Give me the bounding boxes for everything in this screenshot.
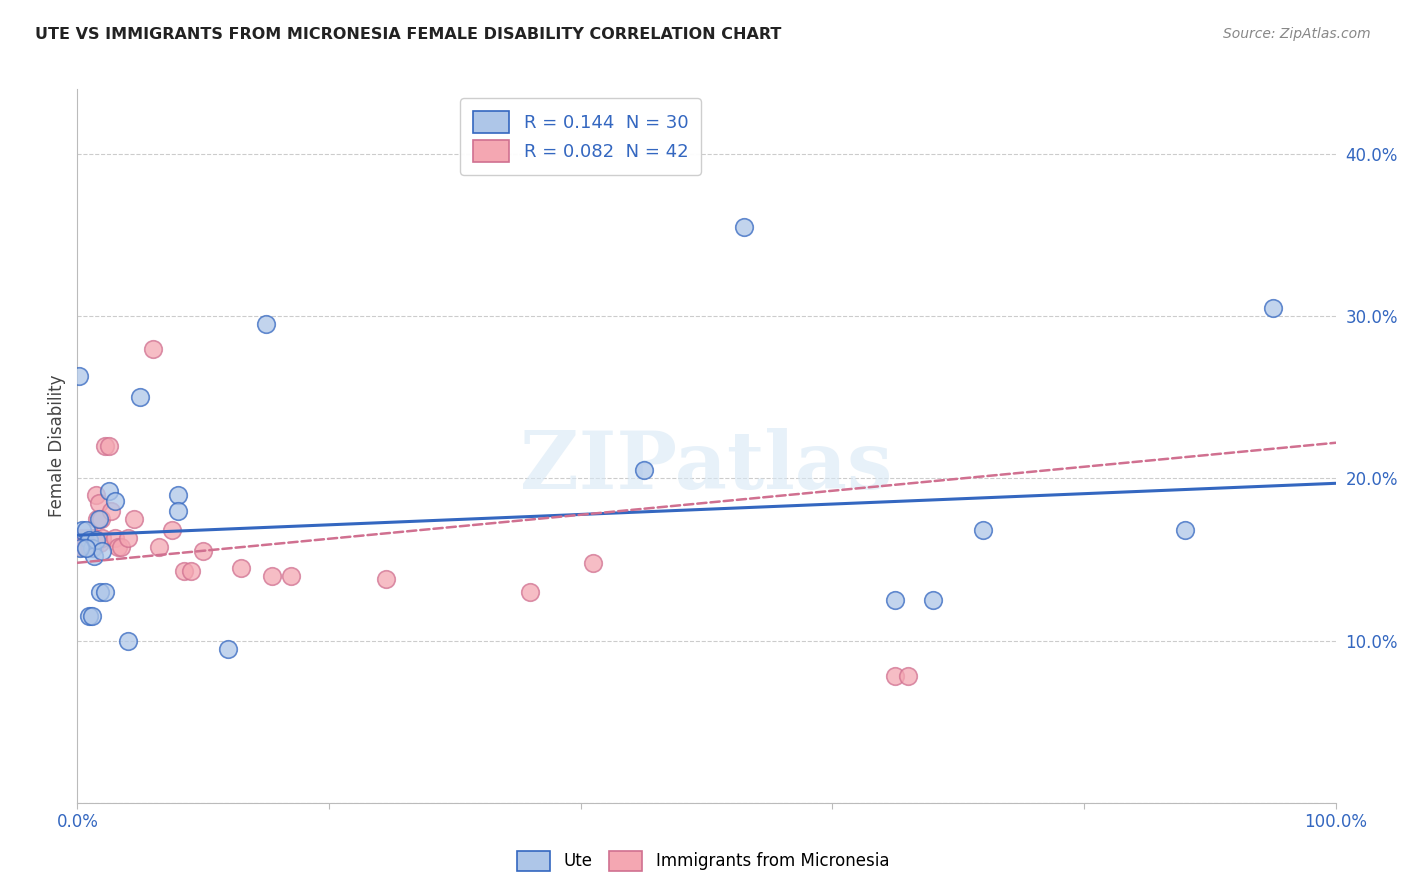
Point: [91, 532, 114, 546]
Point: [884, 593, 907, 607]
Point: [733, 220, 755, 235]
Point: [84, 532, 107, 546]
Point: [89, 585, 111, 599]
Point: [69, 532, 91, 546]
Point: [75, 540, 97, 554]
Point: [79, 540, 101, 554]
Point: [180, 564, 202, 578]
Point: [897, 669, 920, 683]
Point: [104, 532, 127, 546]
Point: [77, 533, 100, 547]
Point: [67, 369, 90, 384]
Point: [262, 568, 284, 582]
Point: [97, 484, 120, 499]
Point: [129, 390, 152, 404]
Point: [100, 504, 122, 518]
Point: [1261, 301, 1284, 315]
Point: [97, 439, 120, 453]
Point: [217, 641, 239, 656]
Point: [70, 540, 93, 554]
Y-axis label: Female Disability: Female Disability: [48, 375, 66, 517]
Point: [167, 504, 190, 518]
Point: [191, 544, 215, 558]
Point: [72, 540, 94, 554]
Point: [160, 524, 183, 538]
Point: [83, 549, 105, 564]
Point: [82, 532, 104, 546]
Point: [374, 572, 396, 586]
Point: [1174, 524, 1197, 538]
Point: [148, 540, 170, 554]
Point: [75, 541, 97, 556]
Point: [229, 560, 252, 574]
Point: [89, 536, 111, 550]
Point: [94, 585, 117, 599]
Point: [122, 512, 145, 526]
Point: [922, 593, 945, 607]
Point: [84, 488, 107, 502]
Text: UTE VS IMMIGRANTS FROM MICRONESIA FEMALE DISABILITY CORRELATION CHART: UTE VS IMMIGRANTS FROM MICRONESIA FEMALE…: [35, 27, 782, 42]
Point: [76, 532, 98, 546]
Point: [69, 541, 91, 556]
Point: [75, 524, 97, 538]
Point: [67, 532, 90, 546]
Point: [519, 585, 541, 599]
Point: [94, 439, 117, 453]
Point: [280, 568, 302, 582]
Point: [117, 633, 139, 648]
Text: ZIPatlas: ZIPatlas: [520, 428, 893, 507]
Point: [83, 540, 105, 554]
Point: [142, 342, 165, 356]
Legend: R = 0.144  N = 30, R = 0.082  N = 42: R = 0.144 N = 30, R = 0.082 N = 42: [460, 98, 702, 175]
Point: [254, 318, 277, 332]
Point: [82, 541, 104, 556]
Point: [87, 512, 110, 526]
Point: [173, 564, 195, 578]
Point: [84, 533, 107, 547]
Point: [110, 540, 132, 554]
Point: [91, 544, 114, 558]
Text: Source: ZipAtlas.com: Source: ZipAtlas.com: [1223, 27, 1371, 41]
Point: [167, 488, 190, 502]
Point: [972, 524, 994, 538]
Point: [77, 540, 100, 554]
Point: [72, 532, 94, 546]
Legend: Ute, Immigrants from Micronesia: Ute, Immigrants from Micronesia: [509, 842, 897, 880]
Point: [582, 556, 605, 570]
Point: [87, 496, 110, 510]
Point: [82, 609, 104, 624]
Point: [77, 609, 100, 624]
Point: [72, 524, 94, 538]
Point: [107, 540, 129, 554]
Point: [104, 494, 127, 508]
Point: [73, 540, 96, 554]
Point: [117, 532, 139, 546]
Point: [90, 512, 112, 526]
Point: [80, 532, 103, 546]
Point: [633, 463, 655, 477]
Point: [86, 512, 108, 526]
Point: [884, 669, 907, 683]
